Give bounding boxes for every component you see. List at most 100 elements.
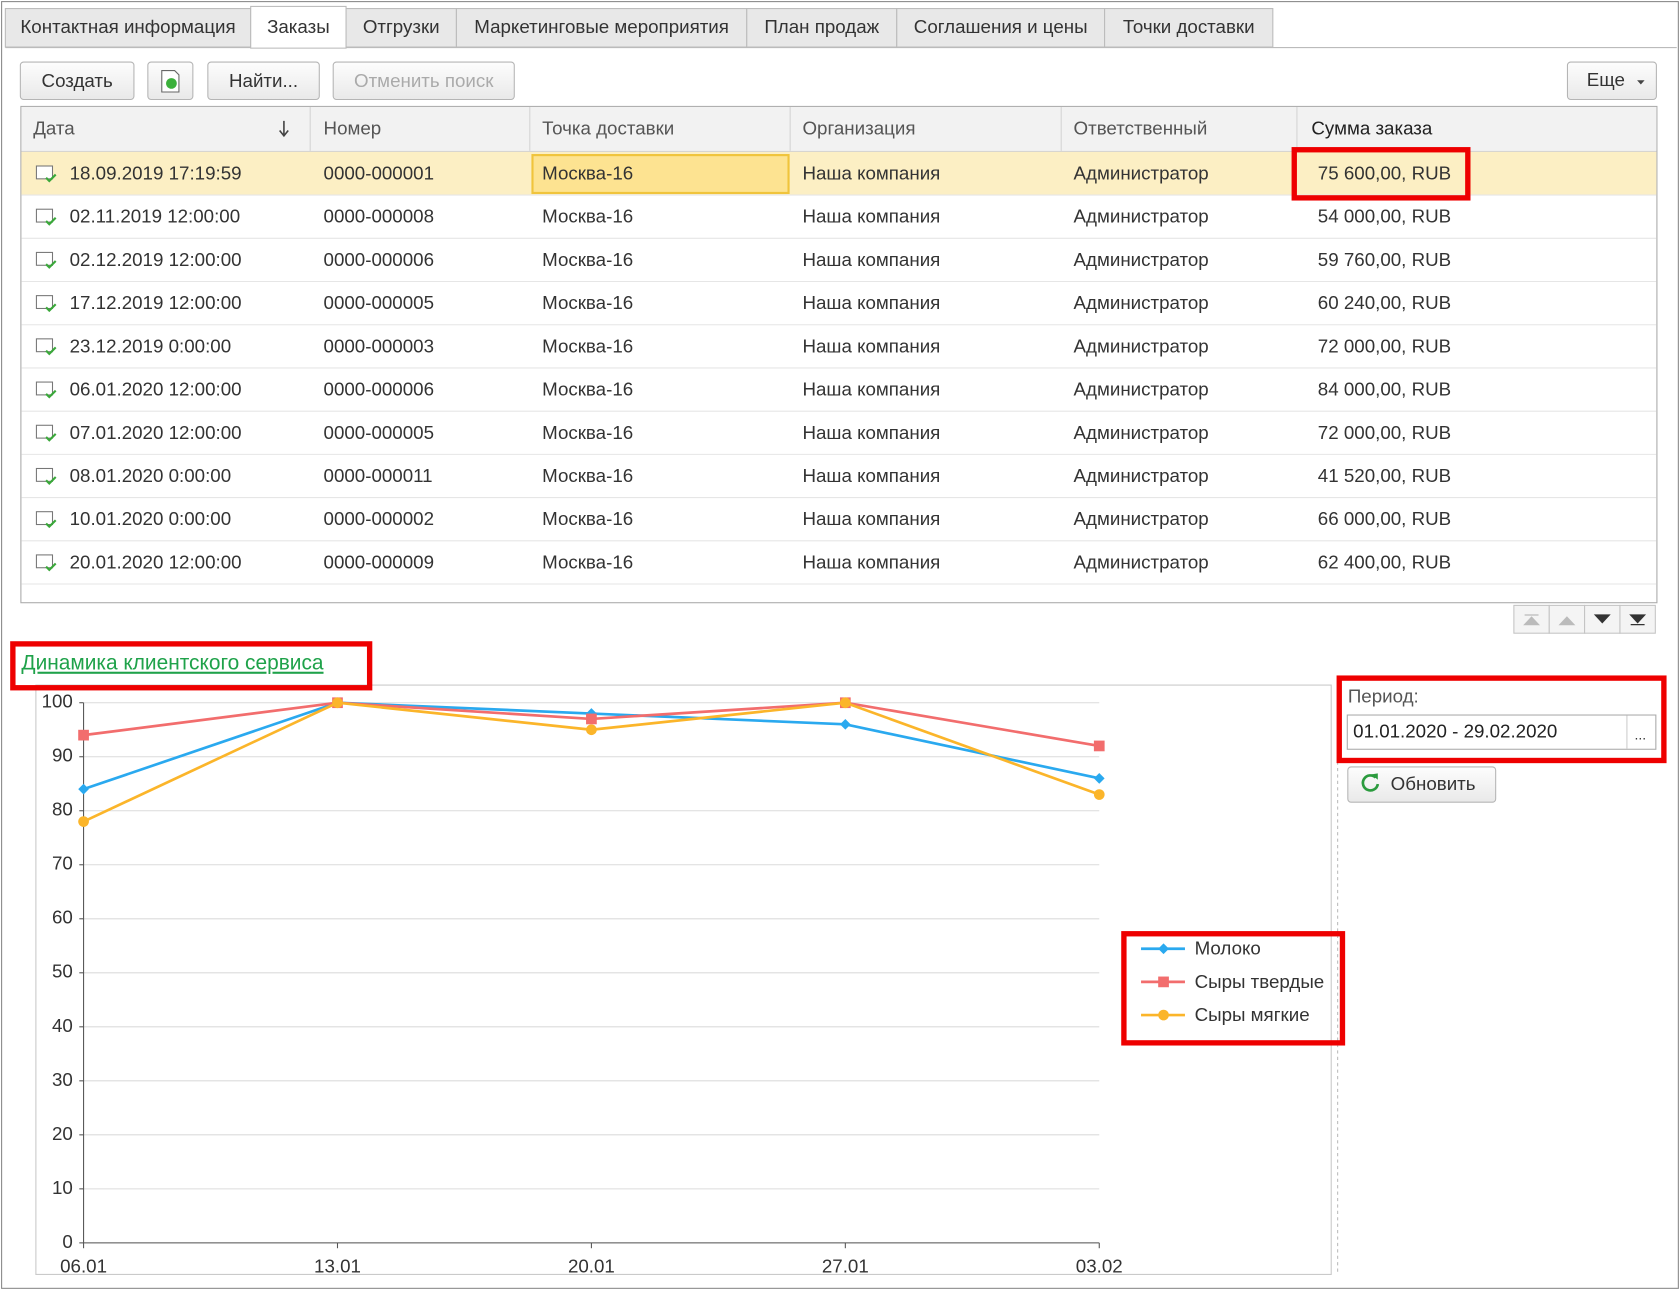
table-cell[interactable]: 08.01.2020 0:00:00 (70, 465, 231, 486)
table-cell[interactable]: 17.12.2019 12:00:00 (70, 292, 242, 313)
marker (586, 724, 597, 736)
table-cell[interactable]: 06.01.2020 12:00:00 (70, 379, 242, 400)
chart-link[interactable]: Динамика клиентского сервиса (21, 652, 323, 675)
table-cell[interactable]: Наша компания (802, 249, 940, 270)
table-cell[interactable]: Администратор (1074, 206, 1209, 227)
table-cell[interactable]: 07.01.2020 12:00:00 (70, 422, 242, 443)
table-cell[interactable]: 60 240,00, RUB (1318, 292, 1451, 313)
table-cell[interactable]: 41 520,00, RUB (1318, 465, 1451, 486)
period-value: 01.01.2020 - 29.02.2020 (1353, 721, 1557, 742)
table-cell[interactable]: Администратор (1074, 249, 1209, 270)
table-cell[interactable]: Москва-16 (542, 465, 633, 486)
table-cell[interactable]: Наша компания (802, 551, 940, 572)
table-cell[interactable]: Москва-16 (542, 335, 633, 356)
table-cell[interactable]: Москва-16 (542, 206, 633, 227)
table-cell[interactable]: 72 000,00, RUB (1318, 335, 1451, 356)
table-cell[interactable]: 59 760,00, RUB (1318, 249, 1451, 270)
column-header[interactable]: Организация (802, 117, 915, 138)
doc-icon-check (45, 303, 57, 313)
tab[interactable] (746, 8, 898, 48)
table-cell[interactable]: 0000-000003 (324, 335, 434, 356)
column-header[interactable]: Точка доставки (542, 117, 674, 138)
table-cell[interactable]: Администратор (1074, 465, 1209, 486)
table-cell[interactable]: Наша компания (802, 335, 940, 356)
table-cell[interactable]: 10.01.2020 0:00:00 (70, 508, 231, 529)
table-cell[interactable]: Москва-16 (542, 551, 633, 572)
table-cell[interactable]: 02.11.2019 12:00:00 (70, 206, 241, 227)
table-cell[interactable]: Наша компания (802, 422, 940, 443)
table-cell[interactable]: Москва-16 (542, 249, 633, 270)
tab-label: Заказы (267, 16, 330, 37)
table-cell[interactable]: 0000-000006 (324, 379, 434, 400)
table-cell[interactable]: 0000-000002 (324, 508, 434, 529)
table-cell[interactable]: Москва-16 (542, 379, 633, 400)
table-cell[interactable]: 18.09.2019 17:19:59 (70, 163, 242, 184)
create-button[interactable] (19, 61, 135, 101)
x-tick-label: 20.01 (568, 1255, 615, 1276)
table-cell[interactable]: Администратор (1074, 508, 1209, 529)
marker (78, 729, 89, 741)
table-cell[interactable]: Администратор (1074, 422, 1209, 443)
tab[interactable] (4, 8, 252, 48)
column-header[interactable]: Ответственный (1074, 117, 1208, 138)
table-cell[interactable]: Москва-16 (542, 422, 633, 443)
tab-label: Контактная информация (20, 16, 235, 37)
table-cell[interactable]: Администратор (1074, 335, 1209, 356)
table-cell[interactable]: 0000-000011 (324, 465, 433, 486)
table-header (21, 106, 1657, 151)
period-field[interactable] (1346, 714, 1657, 750)
column-header[interactable]: Дата (33, 117, 75, 138)
table-cell[interactable]: 0000-000006 (324, 249, 434, 270)
table-cell[interactable]: Администратор (1074, 379, 1209, 400)
table-cell[interactable]: 54 000,00, RUB (1318, 206, 1451, 227)
column-header[interactable]: Номер (324, 117, 382, 138)
table-cell[interactable]: 0000-000005 (324, 292, 434, 313)
table-cell[interactable]: Москва-16 (542, 508, 633, 529)
table-cell[interactable]: 0000-000005 (324, 422, 434, 443)
tab[interactable] (1104, 8, 1274, 48)
doc-icon-check (45, 217, 57, 226)
cancel-search-button[interactable] (332, 61, 515, 101)
refresh-button[interactable] (1347, 766, 1497, 803)
table-cell[interactable]: 23.12.2019 0:00:00 (70, 335, 231, 356)
tab[interactable] (250, 5, 347, 49)
table-cell[interactable]: Наша компания (802, 379, 940, 400)
scroll-icon (1629, 614, 1647, 626)
find-button[interactable] (207, 61, 320, 101)
period-picker[interactable]: ... (1635, 727, 1647, 743)
table-cell[interactable]: Наша компания (802, 163, 940, 184)
table-cell[interactable]: 84 000,00, RUB (1318, 379, 1451, 400)
marker (1158, 943, 1169, 955)
x-tick-label: 06.01 (60, 1255, 107, 1276)
period-label: Период: (1348, 685, 1419, 706)
table-cell[interactable]: Наша компания (802, 508, 940, 529)
table-cell[interactable]: Наша компания (802, 465, 940, 486)
table-cell[interactable]: 20.01.2020 12:00:00 (70, 551, 242, 572)
marker (1093, 740, 1105, 752)
table-cell[interactable]: 0000-000008 (324, 206, 434, 227)
table-cell[interactable]: Администратор (1074, 163, 1209, 184)
column-header[interactable]: Сумма заказа (1311, 117, 1432, 138)
marker (1093, 772, 1105, 784)
table-cell[interactable]: Москва-16 (542, 163, 633, 184)
table-cell[interactable]: Наша компания (802, 206, 940, 227)
copy-icon-plus (166, 78, 177, 89)
table-cell[interactable]: 0000-000009 (324, 551, 434, 572)
table-cell[interactable]: 75 600,00, RUB (1318, 163, 1451, 184)
doc-icon (35, 511, 54, 526)
table-cell[interactable]: Администратор (1074, 551, 1209, 572)
more-arrow (1637, 80, 1645, 85)
table-cell[interactable]: Москва-16 (542, 292, 633, 313)
table-cell[interactable]: 72 000,00, RUB (1318, 422, 1451, 443)
table-cell[interactable]: 02.12.2019 12:00:00 (70, 249, 242, 270)
table-cell[interactable]: Наша компания (802, 292, 940, 313)
more-button[interactable] (1566, 61, 1657, 101)
table-cell[interactable]: Администратор (1074, 292, 1209, 313)
y-tick-label: 80 (52, 799, 73, 820)
tab-label: Маркетинговые мероприятия (474, 16, 729, 37)
selected-row[interactable] (21, 151, 1657, 196)
table-cell[interactable]: 66 000,00, RUB (1318, 508, 1451, 529)
table-cell[interactable]: 0000-000001 (324, 163, 434, 184)
table-cell[interactable]: 62 400,00, RUB (1318, 551, 1451, 572)
